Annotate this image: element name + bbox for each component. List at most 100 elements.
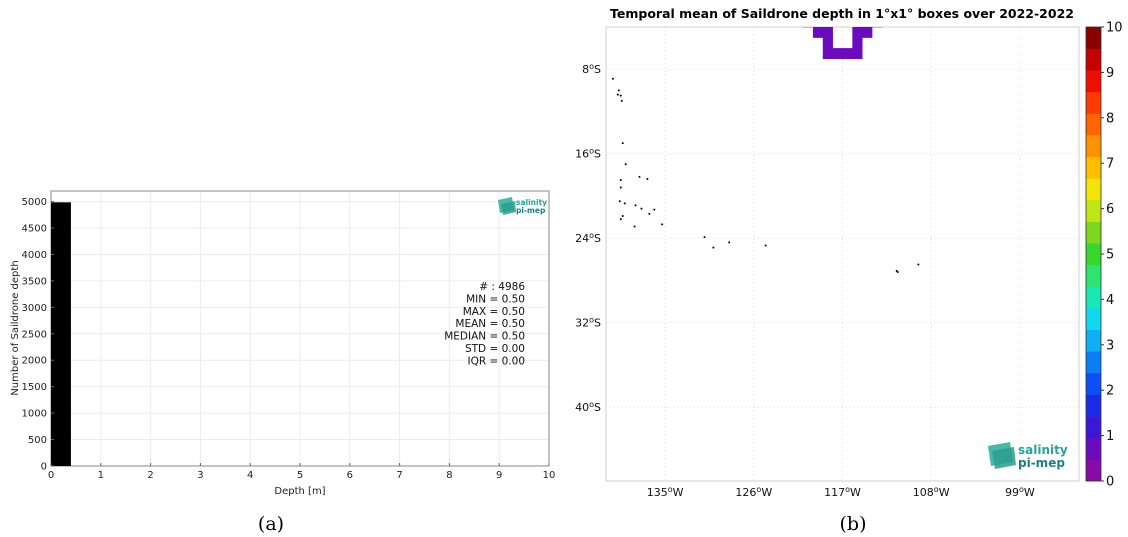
map-logo: salinity pi-mep xyxy=(988,442,1068,470)
island-dot xyxy=(619,94,622,97)
map-islands xyxy=(611,77,920,273)
stat-line: STD = 0.00 xyxy=(465,343,525,355)
stat-line: MIN = 0.50 xyxy=(466,293,525,305)
island-dot xyxy=(611,77,614,80)
island-dot xyxy=(712,246,715,249)
island-dot xyxy=(728,241,731,244)
data-cell xyxy=(842,48,853,59)
map-latitude-ticks: 8oS 16oS 24oS 32oS 40oS xyxy=(575,62,601,414)
x-tick-label: 2 xyxy=(147,470,153,481)
colorbar-segment xyxy=(1086,199,1101,222)
island-dot xyxy=(703,236,706,239)
colorbar-segment xyxy=(1086,308,1101,330)
island-dot xyxy=(646,178,649,181)
map-longitude-ticks: 135oW 126oW 117oW 108oW 99oW xyxy=(647,485,1035,499)
logo-text-salinity: salinity xyxy=(516,198,547,207)
data-cell xyxy=(812,27,824,38)
map-chart: Temporal mean of Saildrone depth in 1°x1… xyxy=(575,6,1123,535)
y-tick-label: 3000 xyxy=(22,303,47,314)
colorbar-tick-label: 6 xyxy=(1106,202,1114,217)
stat-line: # : 4986 xyxy=(479,281,525,293)
data-cell xyxy=(822,27,833,38)
histogram-chart: 0 1 2 3 4 5 6 7 8 9 10 0 500 1000 1500 2000 2500 3000 350… xyxy=(10,190,556,535)
island-dot xyxy=(619,179,622,182)
colorbar-segment xyxy=(1086,329,1101,352)
colorbar-tick-label: 10 xyxy=(1106,21,1123,36)
colorbar-tick-label: 2 xyxy=(1106,384,1114,399)
y-tick-label: 5000 xyxy=(22,197,47,208)
island-dot xyxy=(648,212,651,215)
colorbar-segment xyxy=(1086,437,1101,460)
x-tick-label: 9 xyxy=(496,470,502,481)
logo-text-pimep: pi-mep xyxy=(516,206,546,215)
y-tick-label: 2500 xyxy=(22,329,47,340)
map-title: Temporal mean of Saildrone depth in 1°x1… xyxy=(610,6,1074,21)
island-dot xyxy=(617,89,620,92)
x-tick-label: 0 xyxy=(48,470,54,481)
colorbar-tick-label: 9 xyxy=(1106,66,1114,81)
island-dot xyxy=(764,244,767,247)
x-tick-label: 10 xyxy=(543,470,556,481)
island-dot xyxy=(638,175,641,178)
logo-layer-icon xyxy=(992,447,1016,469)
latitude-tick-label: 24oS xyxy=(575,231,601,245)
y-tick-label: 4000 xyxy=(22,250,47,261)
colorbar-segment xyxy=(1086,27,1101,49)
x-tick-label: 4 xyxy=(247,470,253,481)
longitude-tick-label: 117oW xyxy=(824,485,861,499)
longitude-tick-label: 126oW xyxy=(735,485,772,499)
y-tick-label: 2000 xyxy=(22,356,47,367)
island-dot xyxy=(896,270,899,273)
x-tick-label: 3 xyxy=(197,470,203,481)
map-plot-area xyxy=(605,26,1080,482)
x-tick-label: 7 xyxy=(396,470,402,481)
stat-line: MEDIAN = 0.50 xyxy=(444,331,525,343)
y-tick-label: 1500 xyxy=(22,382,47,393)
stat-line: MAX = 0.50 xyxy=(463,306,525,318)
colorbar-tick-label: 3 xyxy=(1106,338,1114,353)
colorbar: 0 1 2 3 4 5 6 7 8 9 10 xyxy=(1085,21,1123,490)
colorbar-segment xyxy=(1086,156,1101,179)
island-dot xyxy=(619,218,622,221)
longitude-tick-label: 135oW xyxy=(647,485,684,499)
stat-line: IQR = 0.00 xyxy=(467,355,525,367)
histogram-x-axis-label: Depth [m] xyxy=(274,486,325,497)
colorbar-segment xyxy=(1086,394,1101,417)
latitude-tick-label: 32oS xyxy=(575,316,601,330)
histogram-logo: salinity pi-mep xyxy=(498,197,547,215)
latitude-tick-label: 40oS xyxy=(575,400,601,414)
island-dot xyxy=(621,142,624,145)
data-cell xyxy=(852,27,863,38)
island-dot xyxy=(653,208,656,211)
colorbar-segment xyxy=(1086,178,1101,201)
y-tick-label: 1000 xyxy=(22,409,47,420)
colorbar-segment xyxy=(1086,91,1101,114)
histogram-y-ticks: 0 500 1000 1500 2000 2500 3000 3500 4000 4500 5000 xyxy=(22,197,54,473)
map-data-cells xyxy=(803,27,883,59)
y-tick-label: 4500 xyxy=(22,224,47,235)
data-cell xyxy=(852,48,863,59)
logo-text-salinity: salinity xyxy=(1018,443,1068,457)
data-cell xyxy=(832,48,843,59)
data-cell xyxy=(862,27,873,38)
data-cell xyxy=(852,37,863,49)
map-grid xyxy=(606,27,1079,481)
longitude-tick-label: 99oW xyxy=(1005,485,1035,499)
x-tick-label: 1 xyxy=(98,470,104,481)
longitude-tick-label: 108oW xyxy=(913,485,950,499)
colorbar-tick-label: 4 xyxy=(1106,293,1114,308)
y-tick-label: 0 xyxy=(41,462,47,473)
colorbar-segment xyxy=(1086,416,1101,439)
logo-layer-icon xyxy=(501,201,516,215)
island-dot xyxy=(661,223,664,226)
island-dot xyxy=(624,163,627,166)
colorbar-segment xyxy=(1086,113,1101,136)
logo-text-pimep: pi-mep xyxy=(1018,456,1065,470)
island-dot xyxy=(616,93,619,96)
histogram-bars xyxy=(51,202,71,466)
colorbar-tick-label: 8 xyxy=(1106,111,1114,126)
colorbar-segment xyxy=(1086,135,1101,158)
stat-line: MEAN = 0.50 xyxy=(455,318,525,330)
y-tick-label: 500 xyxy=(28,435,47,446)
